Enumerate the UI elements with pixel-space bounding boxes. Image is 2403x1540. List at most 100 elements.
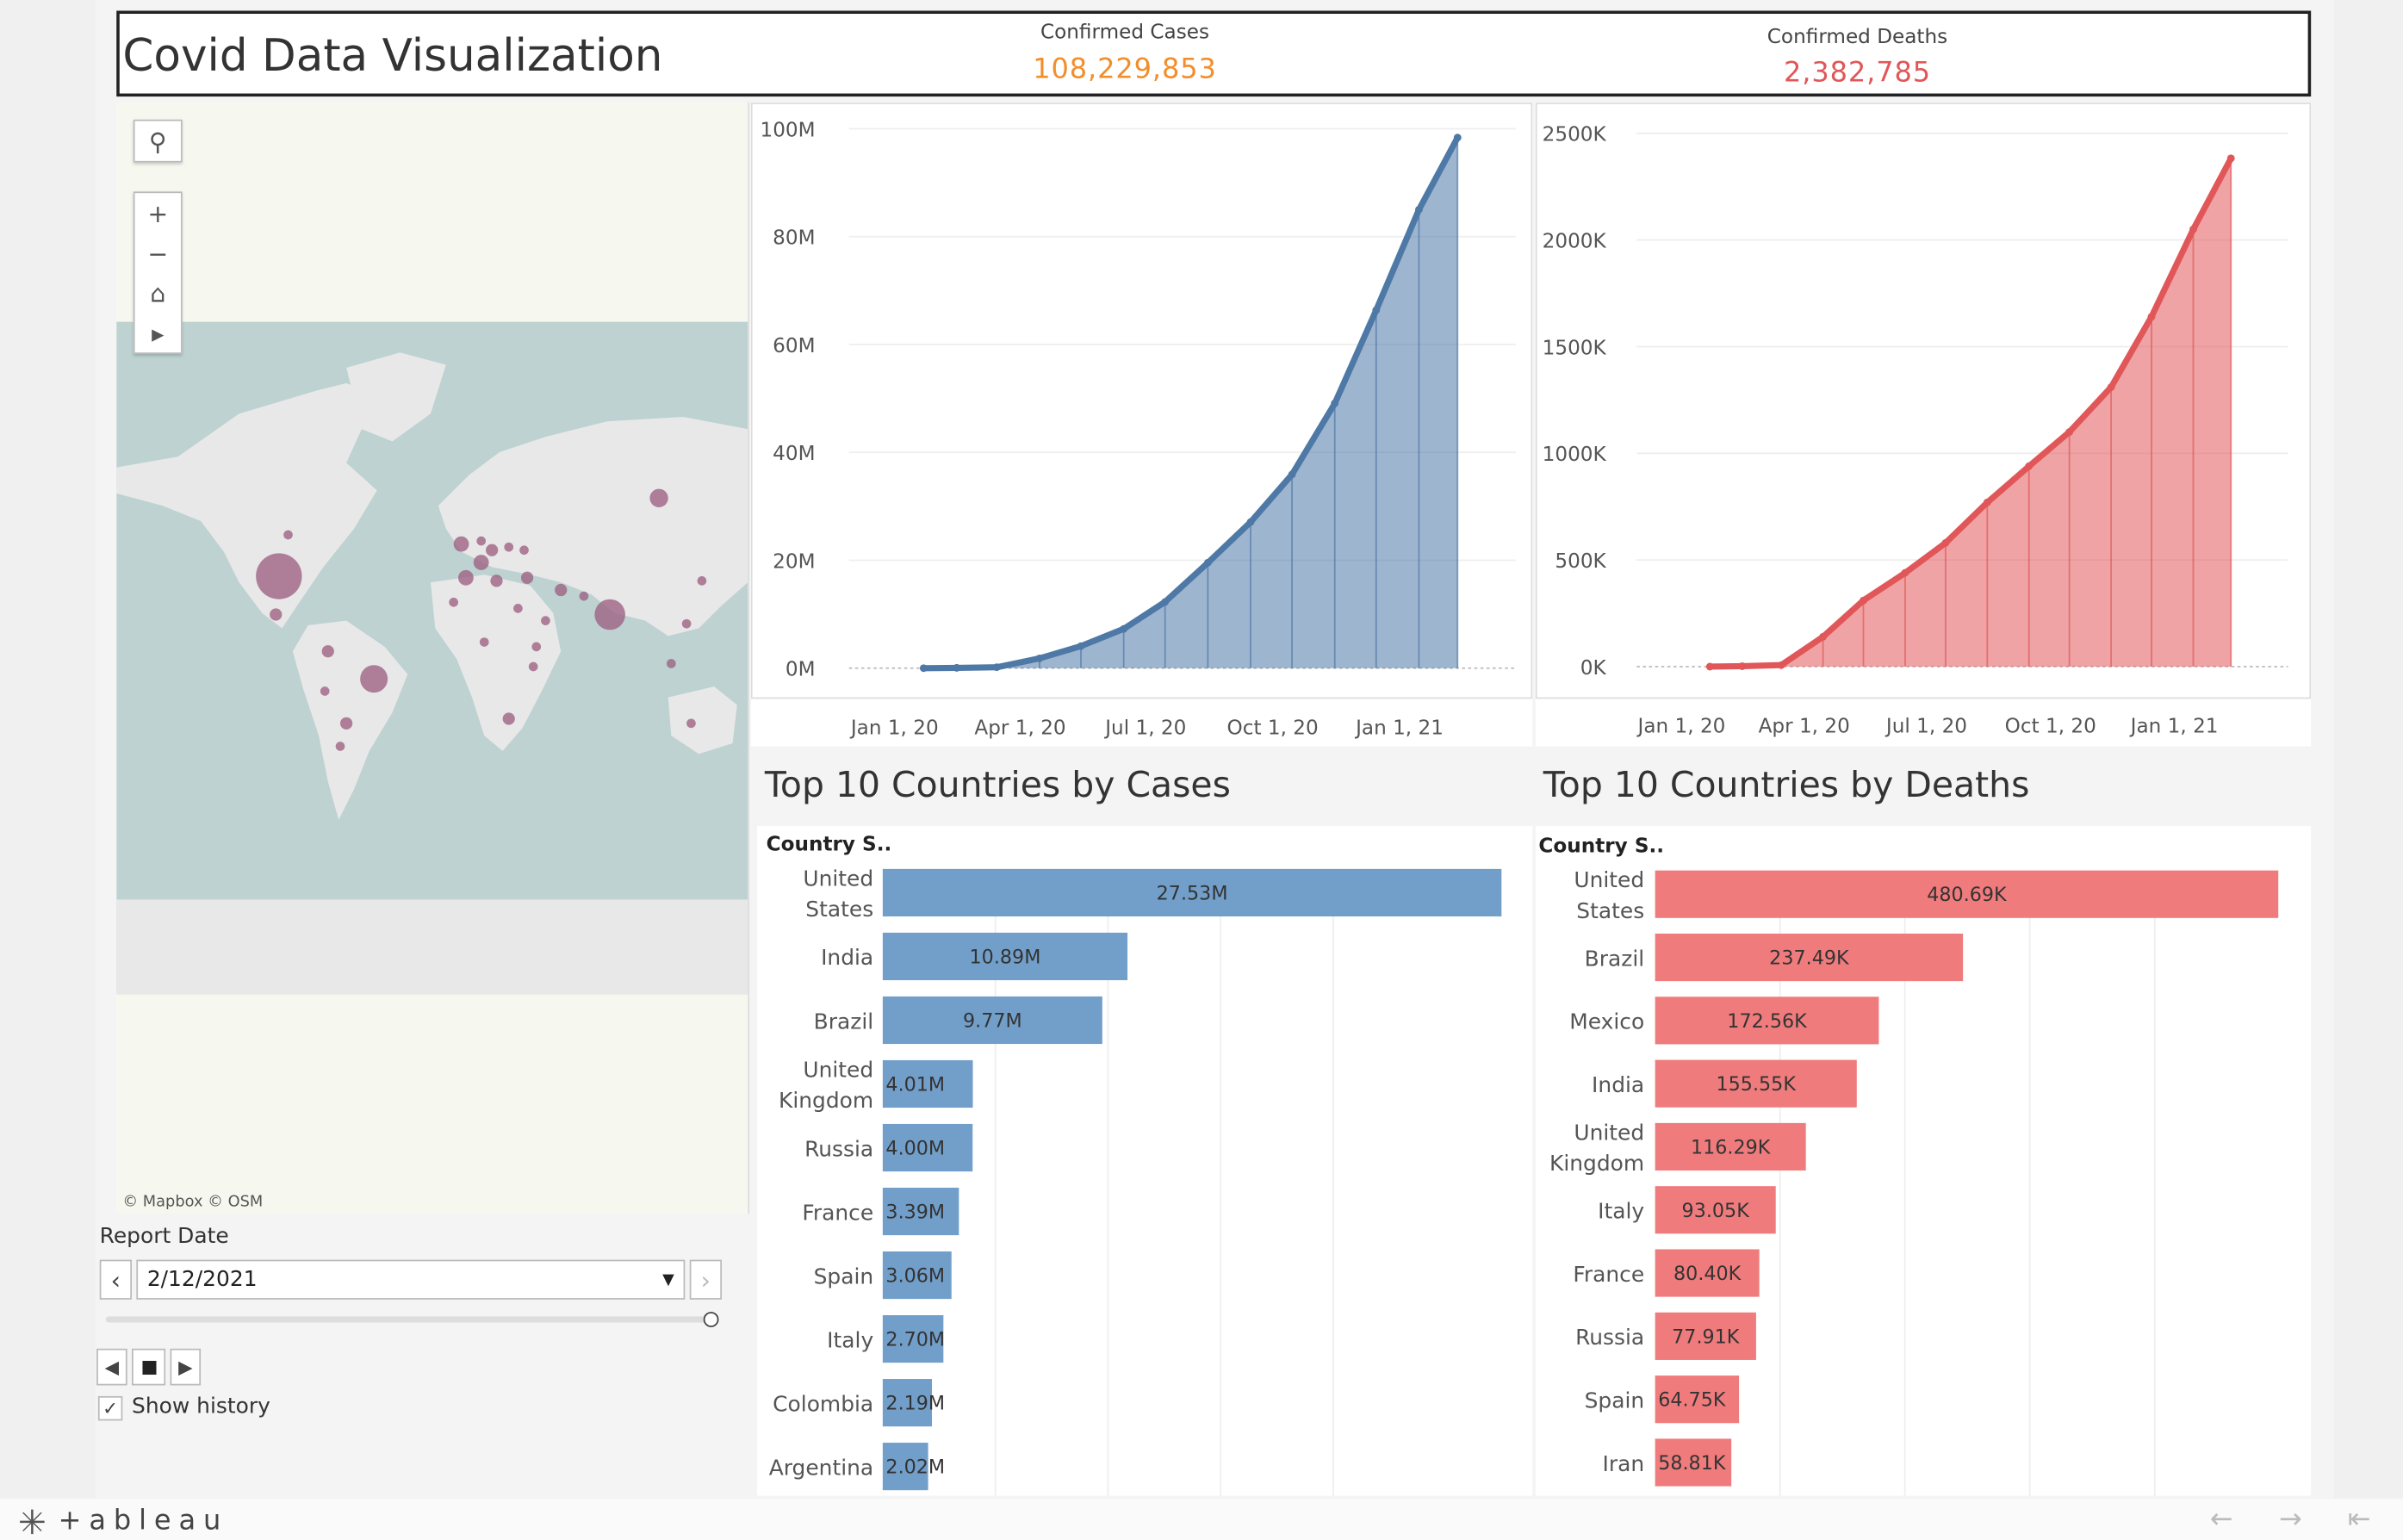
- show-history-checkbox[interactable]: ✓: [97, 1395, 123, 1421]
- next-date-button[interactable]: ›: [689, 1259, 723, 1300]
- bubble-peru[interactable]: [320, 686, 330, 696]
- data-point[interactable]: [1331, 399, 1339, 407]
- bubble-brazil[interactable]: [360, 665, 388, 693]
- data-point[interactable]: [1035, 654, 1044, 662]
- data-point[interactable]: [1901, 568, 1909, 577]
- data-point[interactable]: [1983, 498, 1991, 506]
- bar[interactable]: [882, 1059, 973, 1108]
- bubble-ethiopia[interactable]: [531, 642, 542, 652]
- data-point[interactable]: [1246, 518, 1255, 526]
- bubble-germany[interactable]: [486, 543, 499, 556]
- bubble-egypt[interactable]: [513, 604, 523, 613]
- bar[interactable]: [882, 1379, 933, 1427]
- bar[interactable]: [882, 932, 1128, 981]
- bubble-turkey[interactable]: [520, 571, 534, 584]
- bubble-pakistan[interactable]: [579, 591, 589, 601]
- bar[interactable]: [1655, 870, 2279, 918]
- data-point[interactable]: [2025, 462, 2034, 470]
- step-back-button[interactable]: ◀: [96, 1348, 127, 1386]
- bar[interactable]: [1655, 1122, 1806, 1171]
- bar[interactable]: [1655, 1249, 1760, 1297]
- data-point[interactable]: [2189, 225, 2197, 233]
- bar[interactable]: [1655, 1059, 1857, 1108]
- data-point[interactable]: [992, 663, 1001, 672]
- bubble-poland[interactable]: [504, 542, 514, 552]
- data-point[interactable]: [1077, 642, 1085, 650]
- bar[interactable]: [1655, 1312, 1756, 1360]
- data-point[interactable]: [1777, 661, 1785, 669]
- report-date-select[interactable]: 2/12/2021 ▼: [136, 1259, 686, 1300]
- bar[interactable]: [1655, 933, 1964, 982]
- deaths-over-time-chart[interactable]: 0K 500K 1000K 1500K 2000K 2500K Jan 1, 20 Apr 1…: [1535, 102, 2312, 746]
- bar[interactable]: [1655, 997, 1879, 1045]
- bubble-russia[interactable]: [649, 488, 668, 507]
- data-point[interactable]: [2147, 313, 2156, 321]
- data-point[interactable]: [919, 664, 928, 673]
- bubble-south-africa[interactable]: [502, 712, 515, 725]
- bubble-netherlands[interactable]: [476, 536, 487, 546]
- bubble-kenya[interactable]: [528, 661, 538, 672]
- show-history-label[interactable]: Show history: [132, 1394, 270, 1419]
- world-map[interactable]: ⚲ + − ⌂ ▸ © Mapbox © OSM: [116, 102, 750, 1214]
- cases-over-time-chart[interactable]: 0M 20M 40M 60M 80M 100M Jan 1, 20 Apr 1, 20 Jul …: [750, 102, 1533, 746]
- bubble-nigeria[interactable]: [479, 637, 489, 647]
- bubble-spain[interactable]: [458, 569, 474, 586]
- bubble-canada[interactable]: [283, 530, 293, 540]
- bubble-philippines[interactable]: [681, 618, 692, 629]
- search-icon[interactable]: ⚲: [148, 126, 167, 156]
- top-cases-bar-chart[interactable]: United States 27.53M India 10.89M Brazil 9.77M…: [757, 826, 1532, 1496]
- data-point[interactable]: [953, 663, 961, 672]
- previous-date-button[interactable]: ‹: [99, 1259, 133, 1300]
- data-point[interactable]: [2065, 428, 2074, 436]
- top-deaths-bar-chart[interactable]: United States 480.69K Brazil 237.49K Mexico 17…: [1536, 826, 2311, 1496]
- zoom-in-icon[interactable]: +: [147, 198, 169, 228]
- bar[interactable]: [882, 1123, 973, 1172]
- bubble-australia[interactable]: [686, 718, 696, 729]
- date-slider-handle[interactable]: [703, 1312, 719, 1327]
- bar[interactable]: [882, 1251, 952, 1300]
- bubble-uk[interactable]: [453, 536, 469, 552]
- map-search-control[interactable]: ⚲: [133, 119, 183, 163]
- bar[interactable]: [882, 996, 1102, 1045]
- data-point[interactable]: [1941, 538, 1950, 547]
- bar[interactable]: [882, 1314, 944, 1363]
- revert-icon[interactable]: ⇤: [2347, 1503, 2371, 1536]
- bubble-colombia[interactable]: [321, 645, 334, 658]
- bubble-france[interactable]: [473, 555, 489, 570]
- play-icon[interactable]: ▸: [152, 318, 165, 348]
- bar[interactable]: [1655, 1186, 1776, 1234]
- bubble-us[interactable]: [256, 553, 302, 599]
- data-point[interactable]: [1120, 624, 1128, 633]
- bar[interactable]: [1655, 1438, 1732, 1487]
- bubble-japan[interactable]: [697, 576, 707, 586]
- deaths-column-header[interactable]: Country S..: [1538, 835, 1665, 859]
- bubble-ukraine[interactable]: [519, 545, 529, 556]
- bubble-india[interactable]: [594, 599, 625, 630]
- data-point[interactable]: [1819, 632, 1828, 641]
- data-point[interactable]: [1372, 306, 1381, 314]
- bar[interactable]: [1655, 1375, 1740, 1424]
- undo-arrow-icon[interactable]: ←: [2209, 1503, 2233, 1536]
- date-slider-track[interactable]: [105, 1316, 707, 1323]
- bubble-indonesia[interactable]: [666, 659, 676, 668]
- data-point[interactable]: [1705, 662, 1714, 671]
- bubble-mexico[interactable]: [270, 608, 283, 621]
- zoom-out-icon[interactable]: −: [147, 238, 169, 268]
- data-point[interactable]: [1738, 662, 1747, 670]
- data-point[interactable]: [1414, 205, 1423, 214]
- data-point[interactable]: [1860, 596, 1867, 605]
- bubble-iran[interactable]: [555, 583, 568, 597]
- data-point[interactable]: [2107, 383, 2115, 391]
- data-point[interactable]: [1161, 598, 1170, 606]
- bubble-morocco[interactable]: [449, 597, 459, 607]
- data-point[interactable]: [1288, 470, 1296, 479]
- cases-column-header[interactable]: Country S..: [766, 833, 892, 857]
- redo-arrow-icon[interactable]: →: [2278, 1503, 2302, 1536]
- data-point[interactable]: [1203, 558, 1212, 567]
- home-icon[interactable]: ⌂: [150, 277, 166, 307]
- bar[interactable]: [882, 868, 1502, 917]
- step-forward-button[interactable]: ▶: [170, 1348, 202, 1386]
- bubble-chile[interactable]: [335, 742, 345, 751]
- bar[interactable]: [882, 1187, 959, 1236]
- bubble-saudi-arabia[interactable]: [541, 616, 550, 625]
